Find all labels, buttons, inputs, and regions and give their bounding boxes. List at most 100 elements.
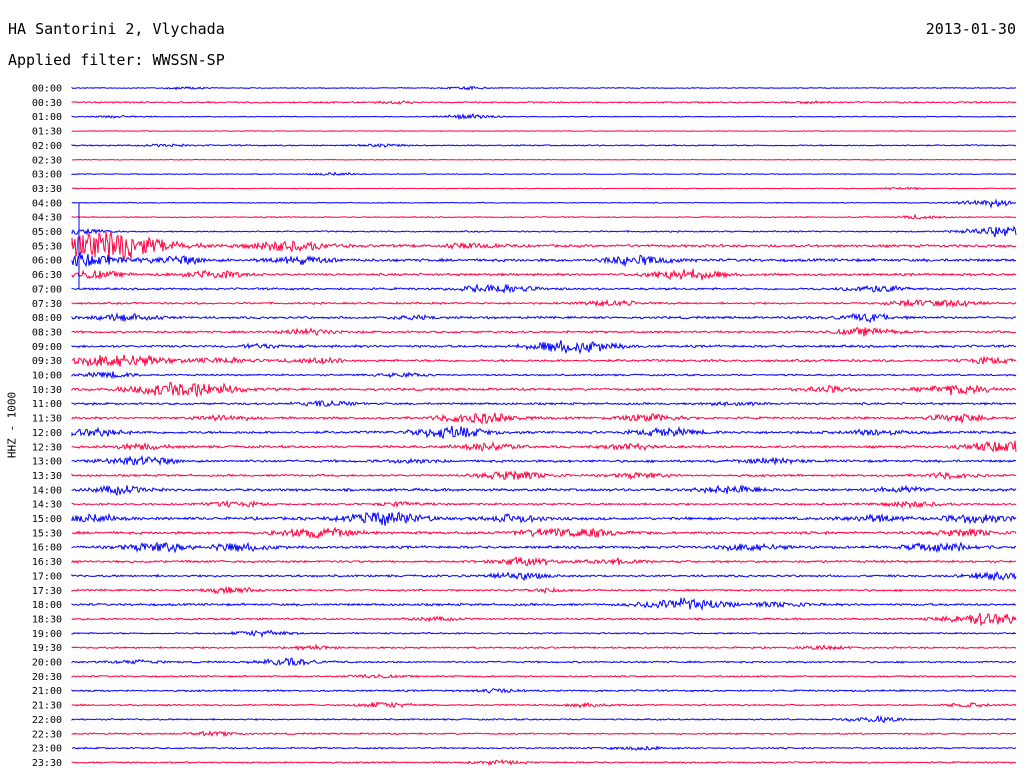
time-label-1200: 12:00: [32, 428, 62, 439]
trace-1900: [71, 629, 1016, 638]
trace-1700: [71, 570, 1017, 582]
trace-0530: [71, 231, 1017, 261]
trace-1230: [71, 440, 1017, 453]
trace-2300: [72, 745, 1017, 751]
trace-1000: [71, 371, 1017, 379]
trace-0800: [71, 312, 1017, 324]
trace-1430: [71, 499, 1017, 510]
time-label-1500: 15:00: [32, 514, 62, 525]
time-label-1700: 17:00: [32, 571, 62, 582]
time-label-2200: 22:00: [32, 715, 62, 726]
time-label-0800: 08:00: [32, 313, 62, 324]
trace-1200: [71, 425, 1017, 440]
time-label-1800: 18:00: [32, 600, 62, 611]
time-label-0200: 02:00: [32, 141, 62, 152]
time-label-0330: 03:30: [32, 184, 62, 195]
trace-1930: [71, 643, 1017, 652]
trace-1100: [71, 399, 1017, 408]
time-label-0900: 09:00: [32, 342, 62, 353]
time-label-1630: 16:30: [32, 557, 62, 568]
time-label-1930: 19:30: [32, 643, 62, 654]
time-label-1730: 17:30: [32, 586, 62, 597]
time-label-1900: 19:00: [32, 629, 62, 640]
time-label-0500: 05:00: [32, 227, 62, 238]
trace-0830: [71, 326, 1017, 337]
time-label-2030: 20:30: [32, 672, 62, 683]
trace-0430: [71, 213, 1017, 220]
time-label-2130: 21:30: [32, 701, 62, 712]
time-label-1100: 11:00: [32, 399, 62, 410]
trace-1300: [71, 454, 1017, 467]
time-label-0230: 02:30: [32, 155, 62, 166]
trace-2030: [71, 673, 1017, 679]
filter-label: Applied filter: WWSSN-SP: [8, 51, 225, 69]
trace-2000: [71, 657, 1017, 667]
trace-2230: [71, 730, 1017, 738]
time-label-1600: 16:00: [32, 543, 62, 554]
trace-0100: [71, 112, 1016, 121]
trace-0600: [71, 251, 1017, 268]
time-label-0600: 06:00: [32, 256, 62, 267]
time-label-1530: 15:30: [32, 528, 62, 539]
trace-2100: [71, 687, 1017, 694]
time-label-0700: 07:00: [32, 284, 62, 295]
time-label-1330: 13:30: [32, 471, 62, 482]
trace-0000: [71, 85, 1017, 91]
trace-1400: [71, 484, 1017, 496]
time-label-1230: 12:30: [32, 442, 62, 453]
time-label-0000: 00:00: [32, 84, 62, 95]
time-label-2300: 23:00: [32, 744, 62, 755]
time-label-1830: 18:30: [32, 614, 62, 625]
trace-1530: [71, 526, 1017, 540]
time-label-0630: 06:30: [32, 270, 62, 281]
station-title: HA Santorini 2, Vlychada: [8, 20, 225, 38]
trace-1730: [71, 585, 1017, 595]
time-label-0930: 09:30: [32, 356, 62, 367]
time-label-1430: 14:30: [32, 500, 62, 511]
time-label-2230: 22:30: [32, 729, 62, 740]
time-label-0430: 04:30: [32, 213, 62, 224]
time-label-1130: 11:30: [32, 414, 62, 425]
trace-0030: [71, 100, 1017, 105]
trace-0900: [71, 340, 1017, 355]
time-label-1300: 13:00: [32, 457, 62, 468]
time-label-2100: 21:00: [32, 686, 62, 697]
trace-1830: [71, 612, 1017, 626]
trace-0500: [71, 225, 1017, 238]
trace-1500: [71, 511, 1017, 526]
time-label-1000: 10:00: [32, 371, 62, 382]
trace-0330: [71, 186, 1017, 191]
trace-0400: [71, 198, 1017, 209]
trace-2200: [71, 714, 1017, 724]
trace-1030: [71, 382, 1017, 398]
trace-0730: [71, 298, 1017, 309]
trace-0630: [71, 268, 1017, 281]
trace-1330: [71, 470, 1017, 481]
time-label-0400: 04:00: [32, 198, 62, 209]
trace-1630: [71, 556, 1017, 567]
date-label: 2013-01-30: [925, 20, 1016, 38]
time-label-0100: 01:00: [32, 112, 62, 123]
trace-0300: [71, 171, 1017, 176]
trace-1800: [71, 596, 1017, 612]
trace-0230: [71, 158, 1017, 161]
trace-0200: [71, 143, 1017, 148]
trace-0130: [71, 130, 1016, 132]
time-label-0030: 00:30: [32, 98, 62, 109]
trace-2330: [71, 759, 1017, 766]
trace-2130: [71, 701, 1017, 709]
time-label-1030: 10:30: [32, 385, 62, 396]
time-label-2330: 23:30: [32, 758, 62, 769]
time-label-0830: 08:30: [32, 327, 62, 338]
trace-0930: [71, 354, 1017, 368]
time-label-2000: 20:00: [32, 658, 62, 669]
trace-1130: [71, 412, 1017, 425]
trace-1600: [71, 541, 1017, 554]
time-label-0300: 03:00: [32, 170, 62, 181]
time-label-0730: 07:30: [32, 299, 62, 310]
trace-0700: [71, 282, 1017, 295]
time-label-0530: 05:30: [32, 241, 62, 252]
time-label-1400: 14:00: [32, 485, 62, 496]
time-label-0130: 01:30: [32, 127, 62, 138]
